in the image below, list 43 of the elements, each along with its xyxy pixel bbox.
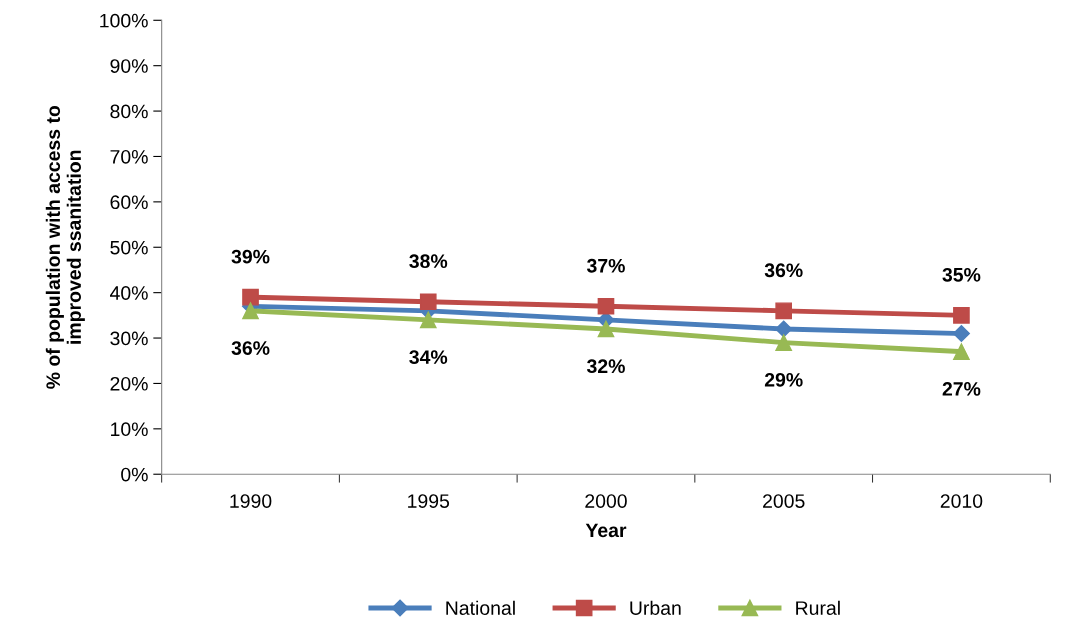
point	[419, 293, 437, 311]
y-tick-label: 30%	[110, 331, 148, 346]
data-label: 35%	[942, 267, 981, 282]
data-label: 36%	[231, 341, 270, 355]
point	[597, 297, 615, 315]
x-tick-label: 2005	[763, 494, 805, 508]
data-label: 38%	[409, 254, 448, 269]
y-axis-title: % of population with access to improved ssanitation	[45, 105, 85, 389]
data-label: 34%	[409, 350, 448, 365]
x-axis-title: Year	[585, 523, 627, 538]
y-tick-label: 70%	[110, 149, 148, 164]
point	[242, 288, 259, 306]
legend-label: Urban	[630, 600, 681, 615]
data-label: 27%	[942, 382, 981, 396]
data-label: 36%	[764, 263, 803, 278]
x-tick-label: 1990	[230, 494, 272, 508]
y-tick-label: 90%	[110, 59, 148, 73]
legend-label: National	[446, 600, 515, 615]
point	[953, 307, 970, 324]
point	[775, 334, 793, 351]
y-tick-label: 50%	[110, 240, 148, 255]
y-tick-label: 20%	[110, 376, 148, 391]
point	[952, 324, 970, 343]
point	[953, 343, 970, 361]
point	[419, 311, 437, 329]
data-label: 39%	[231, 249, 270, 264]
y-tick-label: 40%	[110, 286, 148, 300]
y-tick-label: 0%	[121, 467, 148, 482]
data-label: 32%	[586, 359, 625, 374]
data-label: 37%	[586, 258, 625, 273]
x-tick-label: 1995	[408, 494, 450, 508]
data-label: 29%	[764, 372, 803, 387]
x-tick-label: 2010	[940, 494, 983, 508]
y-tick-label: 100%	[100, 13, 148, 28]
y-tick-label: 80%	[110, 104, 148, 119]
y-tick-label: 60%	[110, 195, 148, 210]
y-tick-label: 10%	[111, 422, 148, 437]
x-tick-label: 2000	[585, 494, 627, 508]
point	[597, 320, 615, 338]
point	[775, 320, 793, 338]
legend-label: Rural	[796, 600, 840, 615]
point	[242, 302, 259, 320]
point	[775, 302, 793, 320]
